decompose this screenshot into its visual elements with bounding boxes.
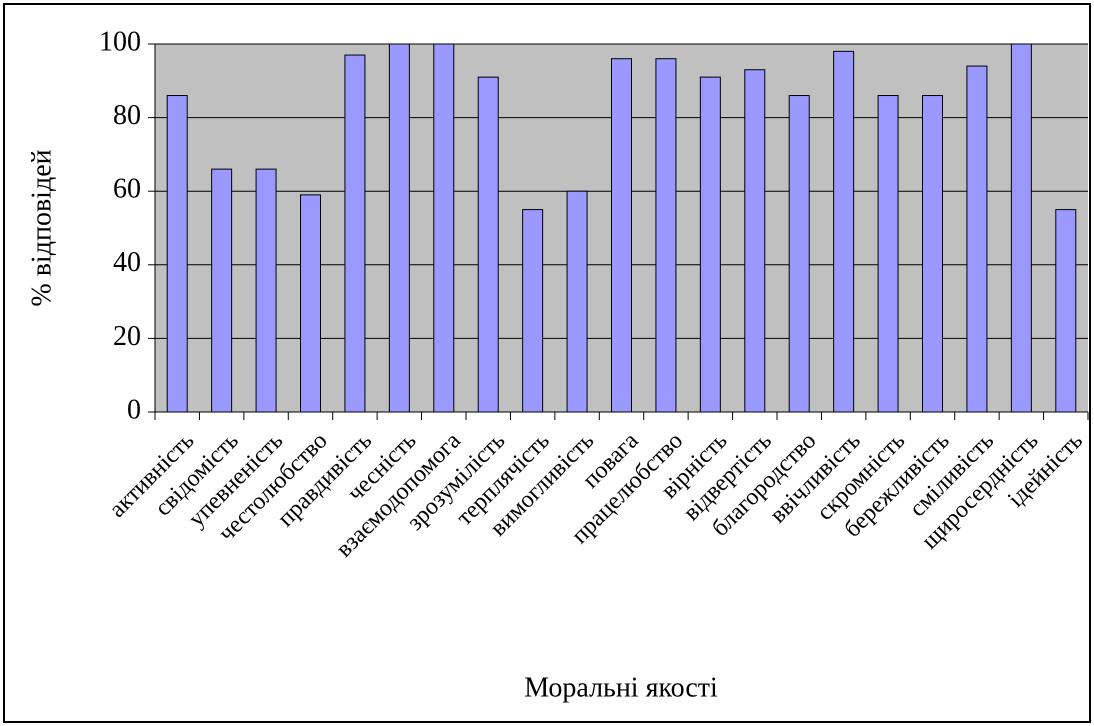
bar (922, 95, 943, 413)
y-axis-label: % відповідей (26, 149, 57, 306)
y-tick-label: 60 (113, 174, 141, 205)
x-axis-label: Моральні якості (524, 672, 718, 703)
bar (833, 50, 855, 413)
bar (966, 65, 988, 413)
bar (744, 69, 766, 413)
bar (522, 209, 544, 413)
bar (655, 58, 677, 413)
y-tick-label: 20 (113, 321, 141, 352)
y-tick-label: 0 (127, 394, 141, 425)
bar (1010, 43, 1032, 413)
bar (388, 43, 410, 413)
bar (877, 95, 899, 413)
bar (788, 95, 810, 413)
bar (699, 76, 721, 413)
bar (255, 168, 277, 413)
bar (166, 95, 188, 413)
bar (566, 190, 588, 413)
y-tick-label: 100 (99, 26, 141, 57)
bar (477, 76, 499, 413)
bar (433, 43, 455, 413)
bar (300, 194, 321, 413)
y-tick-label: 80 (113, 100, 141, 131)
y-tick-label: 40 (113, 247, 141, 278)
bar (611, 58, 632, 413)
bar (1055, 209, 1077, 413)
bar (344, 54, 366, 413)
bar (211, 168, 233, 413)
